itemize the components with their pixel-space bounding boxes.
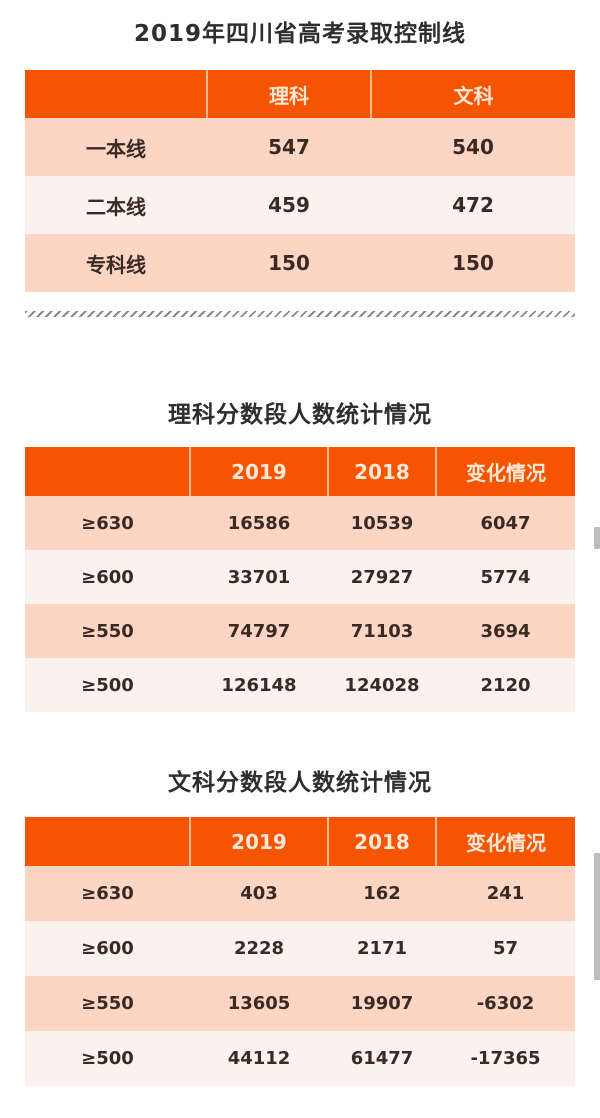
score-range: ≥500: [25, 1031, 190, 1086]
science-value: 150: [207, 234, 371, 292]
score-range: ≥630: [25, 496, 190, 550]
arts-stats-title: 文科分数段人数统计情况: [168, 770, 432, 796]
header-cell-empty: [25, 447, 190, 496]
table-header-row: 2019 2018 变化情况: [25, 447, 575, 496]
header-cell-change: 变化情况: [435, 817, 575, 866]
count-2018: 10539: [328, 496, 436, 550]
control-lines-title: 2019年四川省高考录取控制线: [133, 21, 466, 47]
table-row: ≥630 16586 10539 6047: [25, 496, 575, 550]
count-2019: 403: [190, 866, 328, 921]
table-row: 专科线 150 150: [25, 234, 575, 292]
count-2018: 27927: [328, 550, 436, 604]
header-cell-2019: 2019: [189, 817, 328, 866]
header-cell-arts: 文科: [370, 70, 575, 118]
header-cell-science: 理科: [206, 70, 371, 118]
header-cell-2018: 2018: [327, 447, 436, 496]
table-row: ≥550 74797 71103 3694: [25, 604, 575, 658]
science-value: 547: [207, 118, 371, 176]
table-row: 一本线 547 540: [25, 118, 575, 176]
score-range: ≥550: [25, 976, 190, 1031]
table-row: ≥600 2228 2171 57: [25, 921, 575, 976]
table-header-row: 2019 2018 变化情况: [25, 817, 575, 866]
count-2018: 19907: [328, 976, 436, 1031]
count-2018: 61477: [328, 1031, 436, 1086]
change-value: -17365: [436, 1031, 575, 1086]
count-2019: 13605: [190, 976, 328, 1031]
count-2019: 33701: [190, 550, 328, 604]
row-label: 专科线: [25, 234, 207, 292]
count-2019: 2228: [190, 921, 328, 976]
score-range: ≥500: [25, 658, 190, 712]
table-row: ≥500 44112 61477 -17365: [25, 1031, 575, 1086]
count-2019: 16586: [190, 496, 328, 550]
table-header-row: 理科 文科: [25, 70, 575, 118]
table-row: 二本线 459 472: [25, 176, 575, 234]
scrollbar-thumb[interactable]: [594, 527, 600, 549]
score-range: ≥600: [25, 921, 190, 976]
change-value: 6047: [436, 496, 575, 550]
row-label: 一本线: [25, 118, 207, 176]
count-2018: 2171: [328, 921, 436, 976]
table-row: ≥630 403 162 241: [25, 866, 575, 921]
arts-value: 472: [371, 176, 575, 234]
count-2018: 124028: [328, 658, 436, 712]
count-2018: 162: [328, 866, 436, 921]
hatched-divider: [25, 311, 575, 317]
scrollbar-thumb[interactable]: [594, 853, 600, 980]
science-value: 459: [207, 176, 371, 234]
row-label: 二本线: [25, 176, 207, 234]
count-2019: 44112: [190, 1031, 328, 1086]
arts-stats-table: 2019 2018 变化情况 ≥630 403 162 241 ≥600 222…: [25, 817, 575, 1086]
change-value: 3694: [436, 604, 575, 658]
science-stats-title: 理科分数段人数统计情况: [168, 402, 432, 428]
count-2019: 74797: [190, 604, 328, 658]
science-stats-table: 2019 2018 变化情况 ≥630 16586 10539 6047 ≥60…: [25, 447, 575, 712]
table-row: ≥550 13605 19907 -6302: [25, 976, 575, 1031]
header-cell-empty: [25, 817, 190, 866]
header-cell-change: 变化情况: [435, 447, 575, 496]
header-cell-2018: 2018: [327, 817, 436, 866]
score-range: ≥550: [25, 604, 190, 658]
score-range: ≥600: [25, 550, 190, 604]
count-2019: 126148: [190, 658, 328, 712]
change-value: 57: [436, 921, 575, 976]
arts-value: 540: [371, 118, 575, 176]
change-value: -6302: [436, 976, 575, 1031]
change-value: 5774: [436, 550, 575, 604]
control-lines-table: 理科 文科 一本线 547 540 二本线 459 472 专科线 150 15…: [25, 70, 575, 292]
change-value: 241: [436, 866, 575, 921]
arts-value: 150: [371, 234, 575, 292]
header-cell-2019: 2019: [189, 447, 328, 496]
change-value: 2120: [436, 658, 575, 712]
table-row: ≥600 33701 27927 5774: [25, 550, 575, 604]
header-cell-empty: [25, 70, 207, 118]
count-2018: 71103: [328, 604, 436, 658]
score-range: ≥630: [25, 866, 190, 921]
table-row: ≥500 126148 124028 2120: [25, 658, 575, 712]
